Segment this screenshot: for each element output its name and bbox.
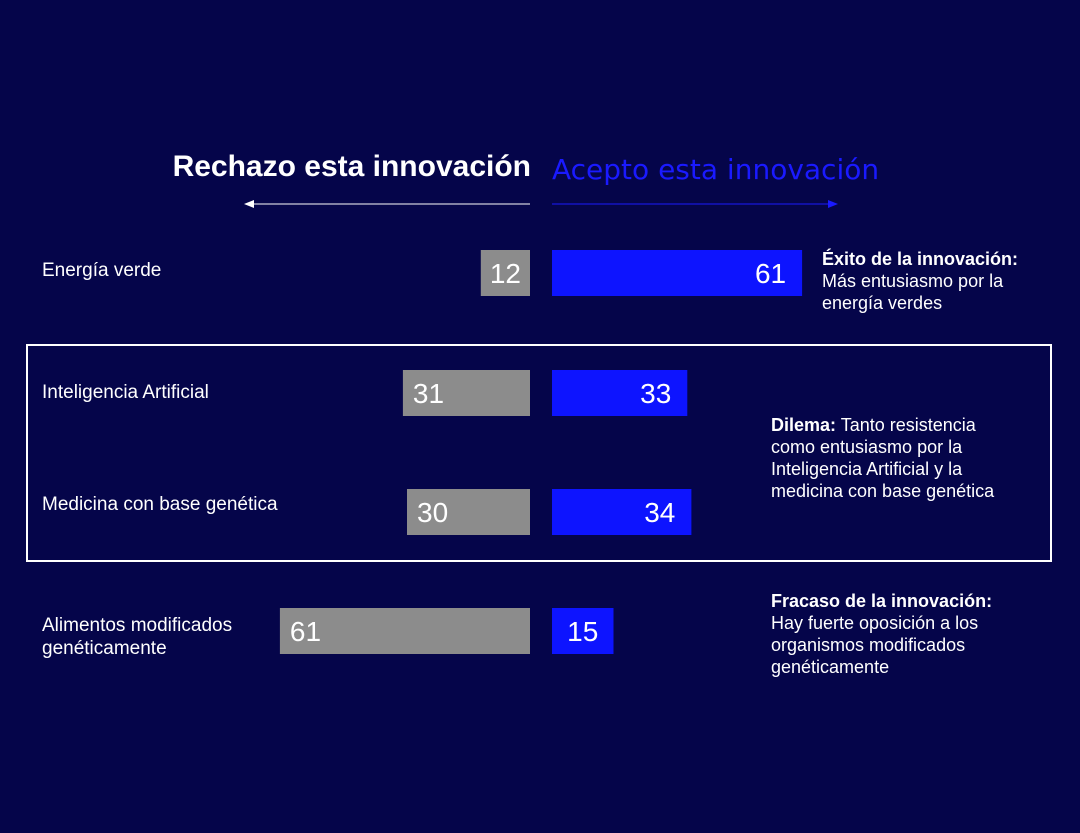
note-dilemma-line1: Tanto resistencia: [836, 415, 976, 435]
reject-value-inteligencia-artificial: 31: [413, 378, 444, 409]
reject-bar-alimentos: [279, 608, 530, 654]
note-dilemma-line3: Inteligencia Artificial y la: [771, 459, 963, 479]
reject-value-medicina: 30: [417, 497, 448, 528]
accept-arrow: [552, 200, 838, 208]
accept-bar-inteligencia-artificial: [552, 370, 688, 416]
accept-value-alimentos: 15: [567, 616, 598, 647]
note-dilemma-line4: medicina con base genética: [771, 481, 995, 501]
accept-bar-energia-verde: [552, 250, 803, 296]
accept-header: Acepto esta innovación: [552, 153, 880, 186]
category-label-alimentos-line2: genéticamente: [42, 638, 167, 659]
note-failure-title: Fracaso de la innovación:: [771, 591, 993, 611]
note-failure-line2: organismos modificados: [771, 635, 966, 655]
accept-value-medicina: 34: [644, 497, 675, 528]
note-failure: Fracaso de la innovación: Hay fuerte opo…: [771, 590, 992, 678]
note-success-line2: energía verdes: [822, 293, 943, 313]
note-dilemma: Dilema: Tanto resistencia como entusiasm…: [771, 414, 994, 502]
category-label-alimentos-line1: Alimentos modificados: [42, 615, 233, 636]
note-success-title: Éxito de la innovación:: [822, 249, 1019, 269]
note-dilemma-line2: como entusiasmo por la: [771, 437, 963, 457]
reject-value-energia-verde: 12: [490, 258, 521, 289]
category-label-energia-verde: Energía verde: [42, 260, 162, 281]
note-failure-line3: genéticamente: [771, 657, 890, 677]
reject-bar-inteligencia-artificial: [402, 370, 530, 416]
note-success: Éxito de la innovación: Más entusiasmo p…: [822, 248, 1018, 314]
note-failure-line1: Hay fuerte oposición a los: [771, 613, 979, 633]
category-label-inteligencia-artificial: Inteligencia Artificial: [42, 382, 209, 403]
reject-value-alimentos: 61: [290, 616, 321, 647]
category-label-medicina: Medicina con base genética: [42, 494, 278, 515]
accept-bar-alimentos: [552, 608, 614, 654]
accept-bar-medicina: [552, 489, 692, 535]
accept-value-inteligencia-artificial: 33: [640, 378, 671, 409]
reject-arrow: [244, 200, 530, 208]
reject-bar-medicina: [407, 489, 530, 535]
reject-bar-energia-verde: [480, 250, 530, 296]
category-label-alimentos: Alimentos modificados genéticamente: [42, 614, 232, 660]
note-dilemma-title: Dilema:: [771, 415, 837, 435]
reject-header: Rechazo esta innovación: [172, 150, 531, 183]
note-success-line1: Más entusiasmo por la: [822, 271, 1004, 291]
dilemma-frame: [26, 344, 1052, 562]
accept-value-energia-verde: 61: [755, 258, 786, 289]
